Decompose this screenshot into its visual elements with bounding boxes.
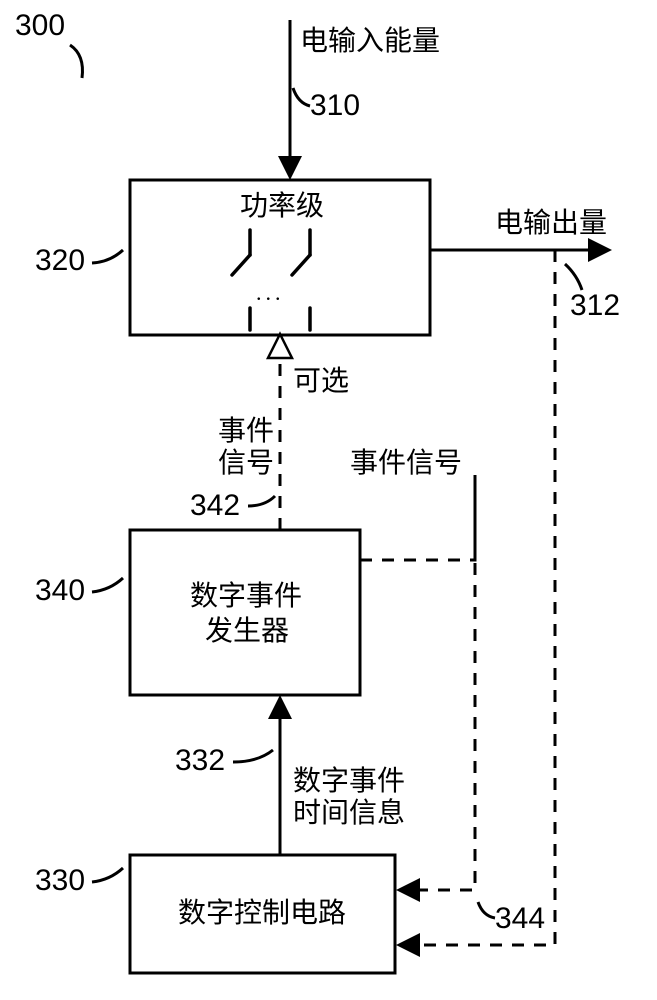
svg-text:...: ... xyxy=(256,280,285,305)
ref-300: 300 xyxy=(15,9,65,42)
label-event-gen-1: 数字事件 xyxy=(190,580,302,612)
ref-310: 310 xyxy=(310,89,360,122)
ref-342: 342 xyxy=(190,489,240,522)
label-input-energy: 电输入能量 xyxy=(300,25,440,57)
leader-344 xyxy=(478,902,495,918)
edge-evt-right xyxy=(360,475,475,560)
ref-330: 330 xyxy=(35,864,85,897)
label-time-info-1: 数字事件 xyxy=(293,765,405,797)
ref-340: 340 xyxy=(35,574,85,607)
label-output-energy: 电输出量 xyxy=(495,207,607,239)
leader-320 xyxy=(92,250,123,263)
label-power-stage: 功率级 xyxy=(240,190,324,222)
label-event-signal-right: 事件信号 xyxy=(350,447,462,479)
label-optional: 可选 xyxy=(293,365,349,397)
arrowhead-out-to-ctrl xyxy=(396,933,420,957)
arrowhead-fb-to-ctrl xyxy=(396,878,420,902)
label-event-signal-left-2: 信号 xyxy=(218,447,274,479)
label-time-info-2: 时间信息 xyxy=(293,797,405,829)
label-ctrl: 数字控制电路 xyxy=(178,897,346,929)
leader-342 xyxy=(248,496,275,506)
ref-320: 320 xyxy=(35,244,85,277)
arrowhead-evt-to-power xyxy=(268,334,292,358)
edge-fb-to-ctrl xyxy=(410,475,475,890)
leader-340 xyxy=(92,578,123,592)
arrowhead-output xyxy=(588,238,612,262)
ref-344: 344 xyxy=(495,902,545,935)
leader-300 xyxy=(70,45,83,78)
arrowhead-input xyxy=(278,156,302,180)
leader-332 xyxy=(233,750,273,762)
arrowhead-ctrl-to-evt xyxy=(268,695,292,719)
edge-out-to-ctrl xyxy=(410,250,555,945)
leader-310 xyxy=(293,88,310,106)
leader-312 xyxy=(565,264,582,290)
switch-symbols: ... xyxy=(232,230,310,330)
leader-330 xyxy=(92,868,123,882)
label-event-gen-2: 发生器 xyxy=(205,615,289,647)
ref-312: 312 xyxy=(570,289,620,322)
label-event-signal-left-1: 事件 xyxy=(218,415,274,447)
ref-332: 332 xyxy=(175,744,225,777)
node-event-gen xyxy=(130,530,360,695)
